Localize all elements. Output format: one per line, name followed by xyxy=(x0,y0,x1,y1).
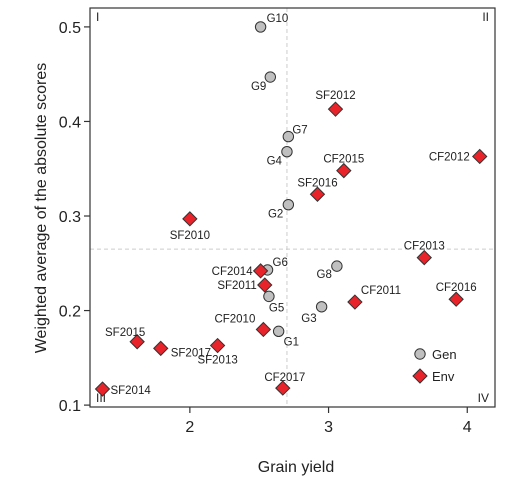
point-label-sf2012: SF2012 xyxy=(315,90,355,102)
y-tick-label: 0.3 xyxy=(59,209,81,226)
y-tick-label: 0.1 xyxy=(59,398,81,415)
point-label-cf2011: CF2011 xyxy=(361,285,401,297)
x-tick-label: 4 xyxy=(463,419,472,436)
axes: 2 3 4 0.1 0.2 0.3 0.4 0.5 xyxy=(59,20,472,436)
y-tick-label: 0.4 xyxy=(59,114,81,131)
point-label-sf2011: SF2011 xyxy=(217,280,256,292)
point-label-g10: G10 xyxy=(267,13,289,25)
gen-point-g9 xyxy=(264,71,277,83)
quadrant-label: III xyxy=(96,391,106,405)
legend-env-marker xyxy=(412,368,428,384)
quadrant-label: I xyxy=(96,10,99,24)
point-label-g1: G1 xyxy=(284,336,299,348)
point-label-g5: G5 xyxy=(269,302,284,314)
point-label-cf2013: CF2013 xyxy=(404,241,445,253)
gen-point-g4 xyxy=(281,146,293,158)
point-label-sf2016: SF2016 xyxy=(297,177,337,189)
quadrant-label: IV xyxy=(478,391,489,405)
point-label-g8: G8 xyxy=(317,269,332,281)
point-label-sf2013: SF2013 xyxy=(197,355,237,367)
y-axis-title: Weighted average of the absolute scores xyxy=(33,63,50,354)
gen-point-g5 xyxy=(263,290,275,303)
env-point-cf2016 xyxy=(448,291,464,307)
env-point-cf2010 xyxy=(255,321,272,338)
env-point-cf2017 xyxy=(275,380,291,396)
point-label-sf2014: SF2014 xyxy=(110,385,151,397)
legend-label-env: Env xyxy=(432,369,455,384)
legend-label-gen: Gen xyxy=(432,347,457,362)
env-point-sf2012 xyxy=(327,101,344,117)
gen-point-g2 xyxy=(282,198,295,211)
legend-gen-marker xyxy=(414,348,426,360)
point-label-cf2017: CF2017 xyxy=(264,372,305,384)
point-label-g7: G7 xyxy=(292,125,307,137)
point-label-sf2015: SF2015 xyxy=(105,327,145,339)
x-tick-label: 3 xyxy=(324,419,333,436)
quadrant-label: II xyxy=(482,10,489,24)
point-label-g6: G6 xyxy=(273,257,288,269)
point-label-g3: G3 xyxy=(301,313,316,325)
point-label-cf2016: CF2016 xyxy=(436,282,477,294)
point-label-cf2015: CF2015 xyxy=(323,154,364,166)
y-tick-label: 0.5 xyxy=(59,20,81,37)
x-tick-label: 2 xyxy=(185,419,194,436)
env-point-cf2011 xyxy=(347,294,363,310)
env-point-cf2012 xyxy=(472,148,488,165)
legend: Gen Env xyxy=(412,347,457,384)
gen-point-g7 xyxy=(282,130,295,143)
env-point-sf2017 xyxy=(153,340,169,357)
point-label-sf2017: SF2017 xyxy=(171,347,211,359)
point-label-cf2014: CF2014 xyxy=(212,266,254,278)
env-point-sf2016 xyxy=(309,186,326,202)
point-label-sf2010: SF2010 xyxy=(170,230,210,242)
gen-point-g8 xyxy=(331,260,343,272)
env-point-cf2015 xyxy=(336,162,352,179)
gen-point-g1 xyxy=(272,325,285,338)
plot-frame xyxy=(89,7,496,408)
env-point-sf2014 xyxy=(94,381,111,397)
x-axis-title: Grain yield xyxy=(258,459,334,476)
env-point-cf2013 xyxy=(416,249,432,266)
gen-point-g10 xyxy=(254,21,267,33)
point-label-cf2012: CF2012 xyxy=(429,151,470,163)
env-point-sf2010 xyxy=(182,211,198,227)
gen-point-g3 xyxy=(315,301,328,313)
point-label-g4: G4 xyxy=(267,156,283,168)
y-tick-label: 0.2 xyxy=(59,304,81,321)
env-point-sf2015 xyxy=(129,334,145,350)
env-point-sf2013 xyxy=(209,337,226,354)
env-point-cf2014 xyxy=(252,263,269,279)
env-point-sf2011 xyxy=(257,277,273,293)
point-label-g2: G2 xyxy=(268,209,283,221)
point-label-g9: G9 xyxy=(251,81,266,93)
point-label-cf2010: CF2010 xyxy=(214,313,255,325)
